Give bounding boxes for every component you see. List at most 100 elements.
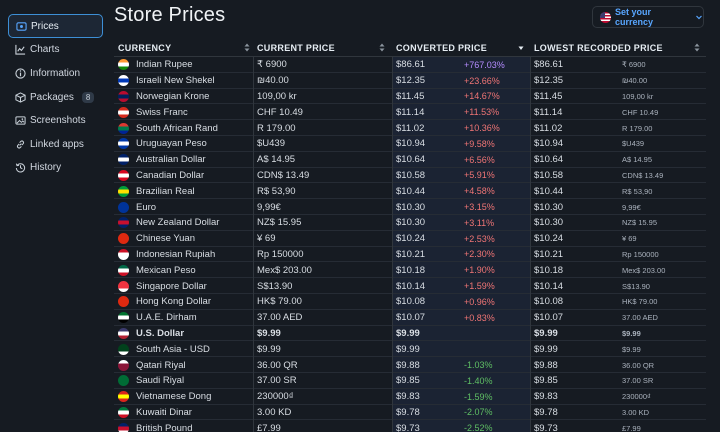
count-badge: 8 [81,91,95,103]
currency-flag-icon [118,312,129,324]
column-header-current-price[interactable]: CURRENT PRICE [257,38,391,57]
price-difference: +3.15% [464,202,495,213]
table-row[interactable]: Euro 9,99€ $10.30 +3.15% $10.30 9,99€ [114,199,706,215]
table-row[interactable]: Australian Dollar A$ 14.95 $10.64 +6.56% $10… [114,151,706,168]
table-row[interactable]: Chinese Yuan ¥ 69 $10.24 +2.53% $10.24 ¥ 69 [114,230,706,247]
table-row[interactable]: Kuwaiti Dinar 3.00 KD $9.78 -2.07% $9.78 3.00… [114,404,706,421]
currency-flag-icon [118,138,129,150]
currency-flag-icon [118,406,129,418]
lowest-price: $10.94 [534,138,564,150]
sidebar-item-packages[interactable]: Packages 8 [8,85,103,109]
table-row[interactable]: Brazilian Real R$ 53,90 $10.44 +4.58% $10.44… [114,183,706,200]
us-flag-icon [600,11,611,23]
table-row[interactable]: U.A.E. Dirham 37.00 AED $10.07 +0.83% $10.07… [114,309,706,326]
table-row[interactable]: New Zealand Dollar NZ$ 15.95 $10.30 +3.11% $… [114,214,706,231]
lowest-price: $9.99 [534,327,558,339]
column-header-label: CONVERTED PRICE [396,42,488,53]
converted-column-shade [392,120,530,135]
history-icon [14,161,26,173]
current-price: 9,99€ [257,201,281,213]
package-icon [14,91,26,103]
price-difference: +9.58% [464,138,495,149]
converted-column-shade [392,404,530,420]
table-row[interactable]: Canadian Dollar CDN$ 13.49 $10.58 +5.91% $10… [114,167,706,184]
current-price: 37.00 SR [257,375,297,387]
sidebar-item-history[interactable]: History [8,155,103,179]
lowest-price-local: $U439 [622,139,645,149]
currency-name: Chinese Yuan [136,233,195,245]
current-price: S$13.90 [257,280,293,292]
current-price: Rp 150000 [257,248,304,260]
currency-name: Indonesian Rupiah [136,248,216,260]
table-row[interactable]: Hong Kong Dollar HK$ 79.00 $10.08 +0.96% $10… [114,293,706,310]
sidebar: Prices Charts Information Packages 8 Scr… [0,0,110,432]
sidebar-item-linked-apps[interactable]: Linked apps [8,132,103,156]
converted-column-shade [392,230,530,246]
current-price: $9.99 [257,327,281,339]
table-row[interactable]: South Asia - USD $9.99 $9.99 $9.99 $9.99 [114,341,706,358]
prices-table: CURRENCY CURRENT PRICE CONVERTED PRICE L… [114,38,706,432]
converted-price: $9.88 [396,359,420,371]
column-header-converted-price[interactable]: CONVERTED PRICE [396,38,530,57]
converted-column-shade [392,293,530,309]
sidebar-item-charts[interactable]: Charts [8,37,103,61]
table-row[interactable]: Indian Rupee ₹ 6900 $86.61 +767.03% $86.61 ₹ … [114,57,706,73]
table-row[interactable]: Mexican Peso Mex$ 203.00 $10.18 +1.90% $10.1… [114,262,706,279]
lowest-price: $10.08 [534,296,564,308]
currency-flag-icon [118,359,129,371]
column-header-label: LOWEST RECORDED PRICE [534,42,663,53]
sidebar-item-prices[interactable]: Prices [8,14,103,38]
table-row[interactable]: Uruguayan Peso $U439 $10.94 +9.58% $10.94 $U4… [114,135,706,152]
converted-column-shade [392,151,530,167]
table-row[interactable]: Saudi Riyal 37.00 SR $9.85 -1.40% $9.85 37.00… [114,372,706,389]
converted-column-shade [392,262,530,278]
table-row[interactable]: Israeli New Shekel ₪40.00 $12.35 +23.66% $12… [114,72,706,89]
table-row[interactable]: Qatari Riyal 36.00 QR $9.88 -1.03% $9.88 36.0… [114,357,706,373]
price-difference: -2.07% [464,407,493,418]
converted-column-shade [392,57,530,72]
table-row[interactable]: South African Rand R 179.00 $11.02 +10.36% $… [114,120,706,136]
table-row[interactable]: U.S. Dollar $9.99 $9.99 $9.99 $9.99 [114,325,706,342]
currency-name: Qatari Riyal [136,359,186,371]
sidebar-item-information[interactable]: Information [8,61,103,85]
current-price: ¥ 69 [257,233,276,245]
lowest-price-local: £7.99 [622,423,641,432]
table-row[interactable]: Norwegian Krone 109,00 kr $11.45 +14.67% $11… [114,88,706,105]
currency-name: Saudi Riyal [136,375,185,387]
lowest-price: $11.02 [534,122,563,134]
converted-column-shade [392,167,530,183]
price-difference: +14.67% [464,91,500,102]
converted-price: $10.24 [396,233,426,245]
price-difference: +10.36% [464,123,500,134]
column-header-currency[interactable]: CURRENCY [118,38,256,57]
converted-column-shade [392,214,530,230]
lowest-price: $86.61 [534,59,564,71]
currency-name: Canadian Dollar [136,169,205,181]
table-row[interactable]: Vietnamese Dong 230000₫ $9.83 -1.59% $9.83 23… [114,388,706,405]
lowest-price: $10.18 [534,264,564,276]
lowest-price-local: 230000₫ [622,392,651,402]
table-row[interactable]: Singapore Dollar S$13.90 $10.14 +1.59% $10.1… [114,278,706,294]
currency-flag-icon [118,296,129,308]
sidebar-item-screenshots[interactable]: Screenshots [8,108,103,132]
price-difference: +6.56% [464,154,495,165]
table-row[interactable]: Swiss Franc CHF 10.49 $11.14 +11.53% $11.14 C… [114,104,706,121]
converted-price: $10.30 [396,217,426,229]
current-price: 230000₫ [257,391,294,403]
lowest-price: $10.58 [534,169,564,181]
converted-price: $9.99 [396,327,420,339]
converted-price: $10.18 [396,264,426,276]
current-price: R 179.00 [257,122,296,134]
table-row[interactable]: Indonesian Rupiah Rp 150000 $10.21 +2.30% $1… [114,246,706,263]
currency-flag-icon [118,217,129,229]
column-header-lowest-price[interactable]: LOWEST RECORDED PRICE [534,38,706,57]
table-row[interactable]: British Pound £7.99 $9.73 -2.52% $9.73 £7.99 [114,420,706,432]
set-currency-button[interactable]: Set your currency [592,6,704,28]
price-difference: -2.52% [464,423,493,432]
lowest-price-local: ₪40.00 [622,76,648,86]
currency-cell: Australian Dollar [118,152,252,168]
lowest-price-local: A$ 14.95 [622,155,653,165]
sidebar-item-label: Charts [30,43,60,55]
currency-cell: Uruguayan Peso [118,136,252,152]
currency-flag-icon [118,185,129,197]
